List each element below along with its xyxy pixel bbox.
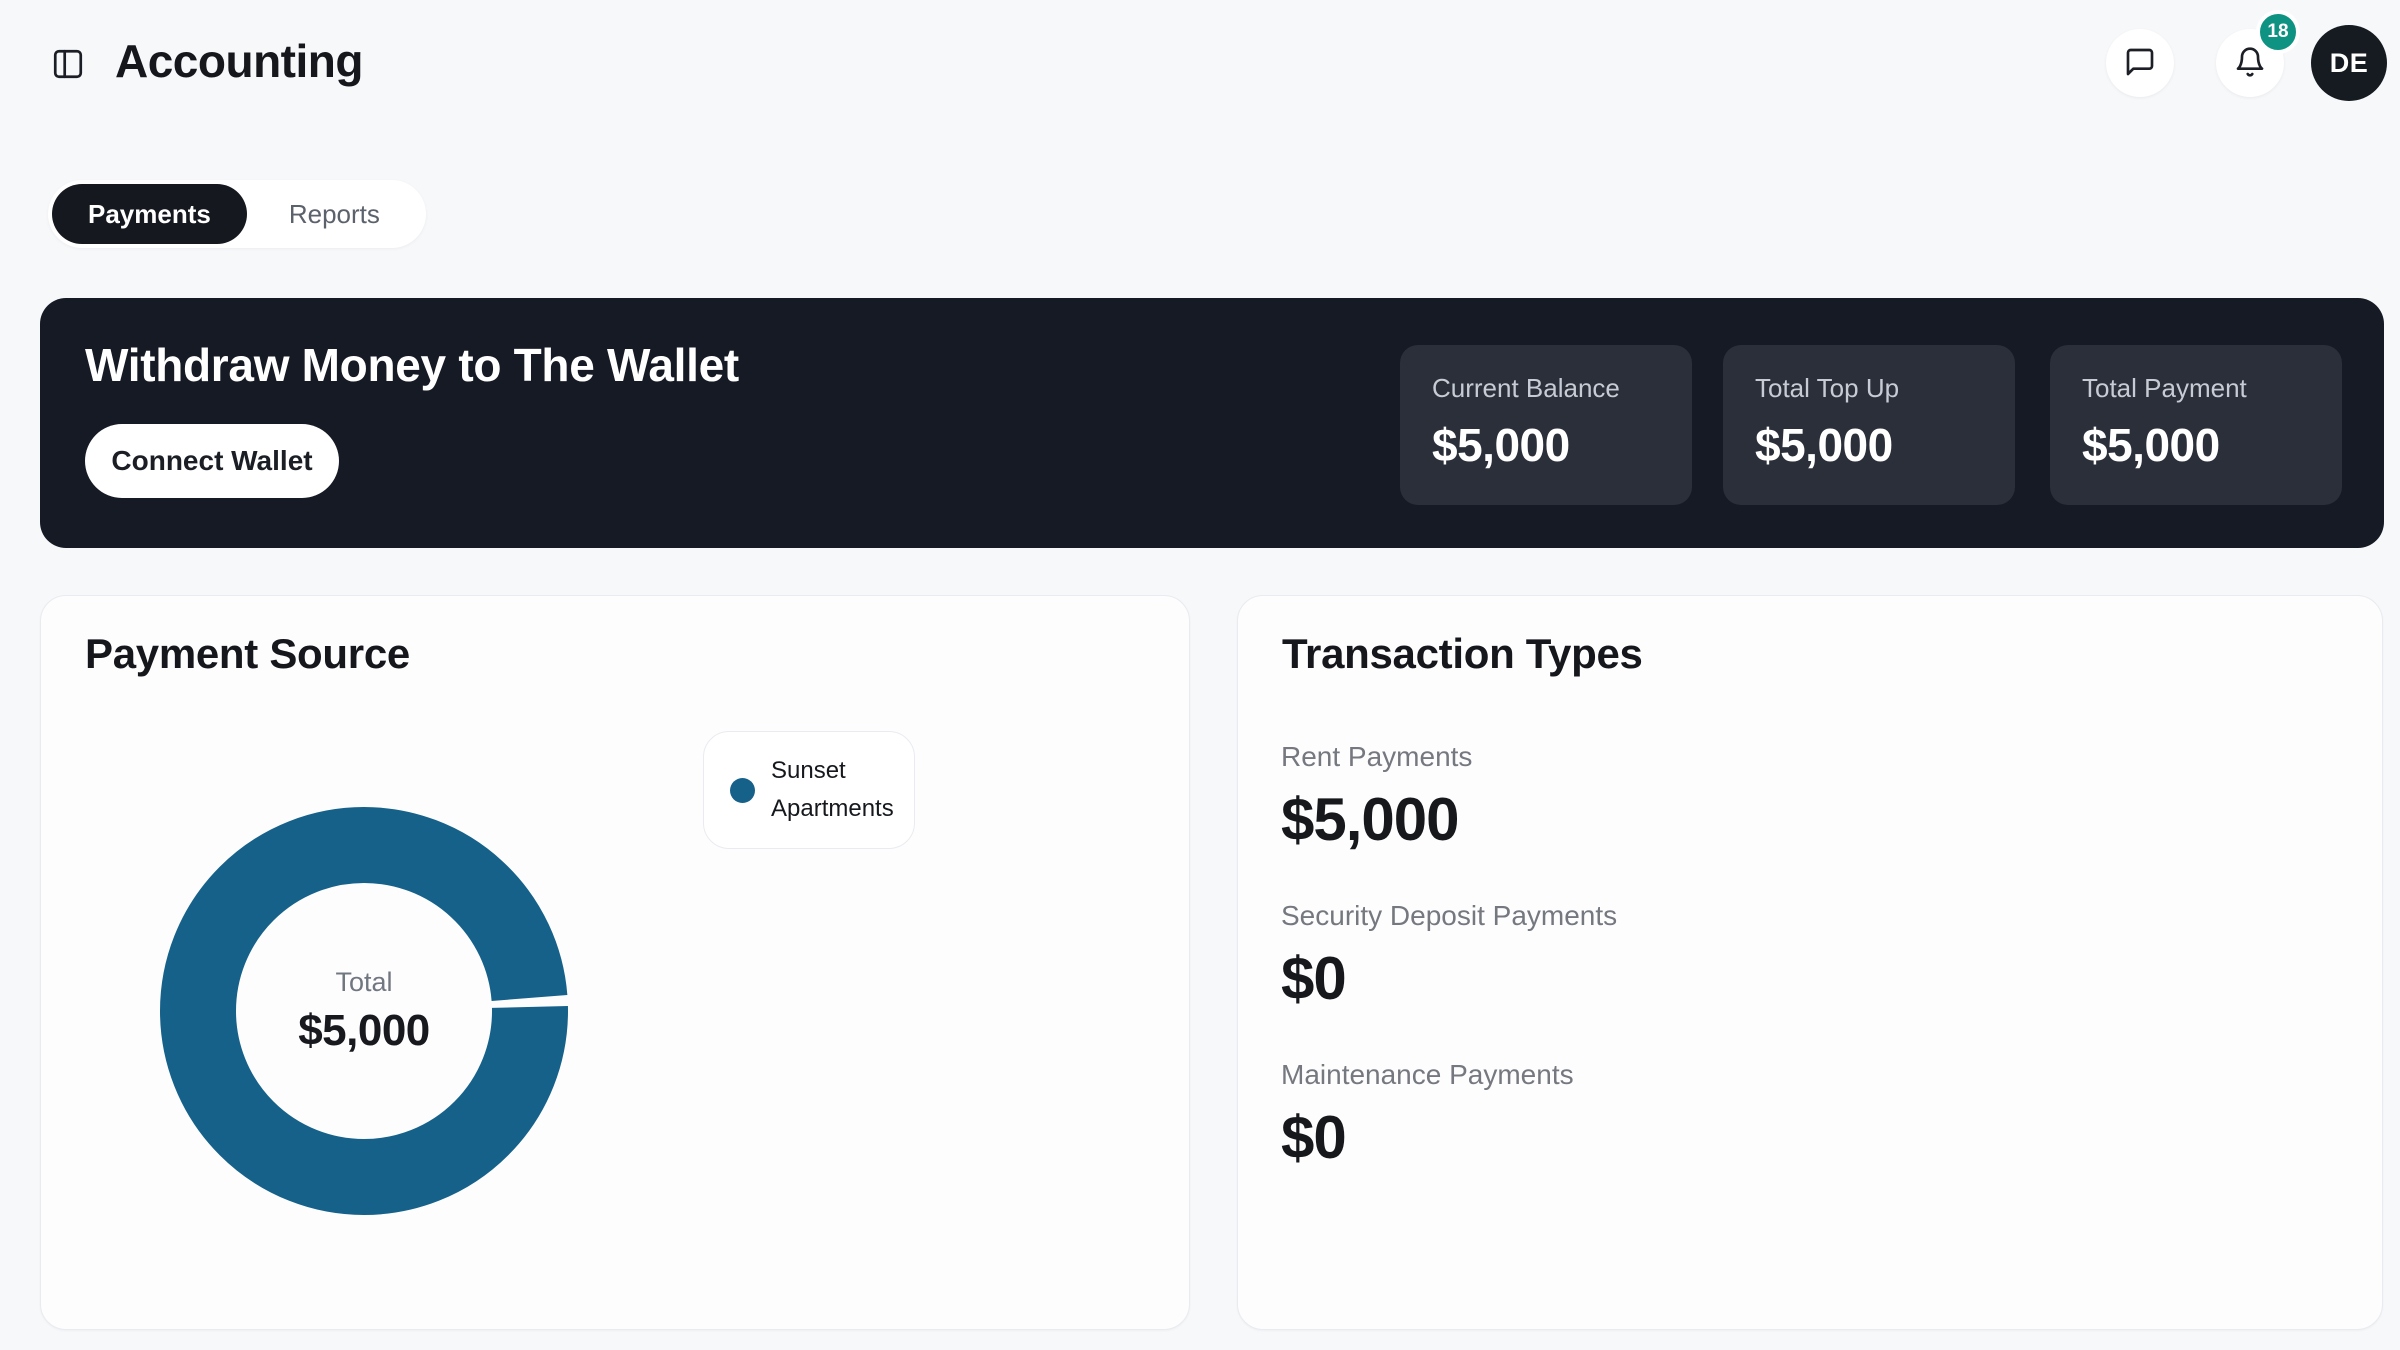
- transaction-value: $0: [1281, 945, 1347, 1012]
- panel-left-icon: [50, 49, 86, 85]
- transaction-types-card: Transaction Types Rent Payments $5,000 S…: [1237, 595, 2383, 1330]
- tab-reports[interactable]: Reports: [247, 184, 422, 244]
- payment-source-donut-chart: Total $5,000: [154, 801, 574, 1221]
- withdraw-banner: Withdraw Money to The Wallet Connect Wal…: [40, 298, 2384, 548]
- stat-card-total-top-up: Total Top Up $5,000: [1723, 345, 2015, 505]
- notification-count-badge: 18: [2256, 10, 2300, 54]
- chat-bubble-icon: [2124, 46, 2156, 81]
- avatar[interactable]: DE: [2311, 25, 2387, 101]
- connect-wallet-button[interactable]: Connect Wallet: [85, 424, 339, 498]
- legend-dot: [730, 777, 755, 803]
- sidebar-toggle-button[interactable]: [50, 46, 86, 82]
- stat-value: $5,000: [1755, 419, 1893, 471]
- payment-source-title: Payment Source: [85, 630, 410, 677]
- stat-label: Total Top Up: [1755, 373, 1900, 403]
- stat-value: $5,000: [1432, 419, 1570, 471]
- payment-source-card: Payment Source Total $5,000 Sunset Apart…: [40, 595, 1190, 1330]
- transaction-types-title: Transaction Types: [1282, 630, 1643, 677]
- chat-button[interactable]: [2106, 29, 2174, 97]
- stat-label: Current Balance: [1432, 373, 1620, 403]
- legend-label: Sunset Apartments: [771, 757, 894, 822]
- transaction-value: $5,000: [1281, 786, 1460, 853]
- stat-label: Total Payment: [2082, 373, 2247, 403]
- chart-legend: Sunset Apartments: [703, 731, 915, 849]
- transaction-row-rent: Rent Payments $5,000: [1281, 741, 2342, 854]
- transaction-label: Rent Payments: [1281, 741, 1473, 772]
- transaction-label: Maintenance Payments: [1281, 1059, 1574, 1090]
- transaction-rows: Rent Payments $5,000 Security Deposit Pa…: [1281, 741, 2342, 1218]
- transaction-row-maintenance: Maintenance Payments $0: [1281, 1059, 2342, 1172]
- transaction-value: $0: [1281, 1104, 1347, 1171]
- banner-title: Withdraw Money to The Wallet: [85, 339, 739, 391]
- donut-ring: [160, 807, 568, 1215]
- bell-icon: [2234, 46, 2266, 81]
- tab-bar: Payments Reports: [48, 180, 426, 248]
- transaction-label: Security Deposit Payments: [1281, 900, 1618, 931]
- transaction-row-security-deposit: Security Deposit Payments $0: [1281, 900, 2342, 1013]
- tab-payments[interactable]: Payments: [52, 184, 247, 244]
- stat-card-current-balance: Current Balance $5,000: [1400, 345, 1692, 505]
- stat-value: $5,000: [2082, 419, 2220, 471]
- stat-card-total-payment: Total Payment $5,000: [2050, 345, 2342, 505]
- page-title: Accounting: [115, 35, 363, 87]
